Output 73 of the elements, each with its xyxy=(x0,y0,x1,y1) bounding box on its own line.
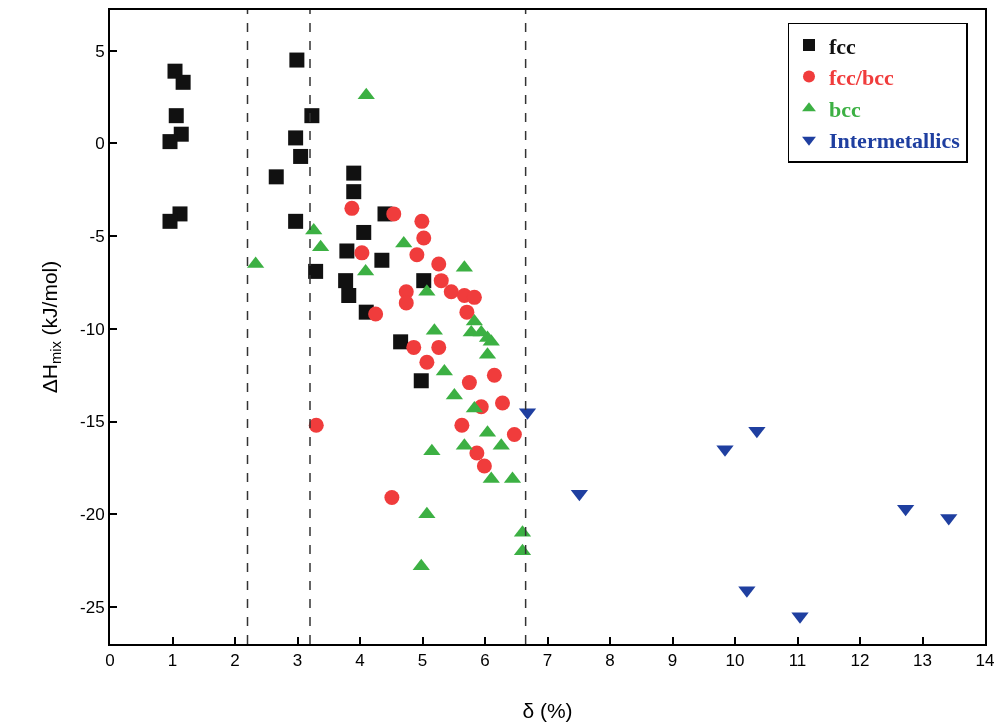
point xyxy=(416,230,432,246)
y-tick-label: 0 xyxy=(95,134,105,154)
point xyxy=(384,490,400,506)
point xyxy=(288,130,304,146)
x-tick-label: 7 xyxy=(542,651,553,671)
point xyxy=(308,417,324,433)
x-tick-label: 9 xyxy=(667,651,678,671)
x-tick-label: 14 xyxy=(975,651,995,671)
x-tick-label: 10 xyxy=(725,651,745,671)
x-tick-label: 12 xyxy=(850,651,870,671)
point xyxy=(341,287,357,303)
point xyxy=(413,373,429,389)
x-tick-label: 4 xyxy=(355,651,365,671)
point xyxy=(346,165,362,181)
point xyxy=(476,458,492,474)
legend-label: fcc xyxy=(829,33,857,59)
y-tick-label: 5 xyxy=(95,41,105,61)
point xyxy=(288,213,304,229)
point xyxy=(162,134,178,150)
point xyxy=(466,289,482,305)
point xyxy=(289,52,305,68)
point xyxy=(162,213,178,229)
point xyxy=(338,273,354,289)
y-tick-label: -5 xyxy=(89,227,105,247)
point xyxy=(344,200,360,216)
point xyxy=(431,256,447,272)
legend-label: bcc xyxy=(829,96,861,122)
point xyxy=(469,445,485,461)
point xyxy=(406,339,422,355)
point xyxy=(168,108,184,124)
point xyxy=(419,354,435,370)
point xyxy=(431,339,447,355)
y-tick-label: -15 xyxy=(80,412,105,432)
x-tick-label: 6 xyxy=(480,651,490,671)
point xyxy=(506,427,522,443)
point xyxy=(339,243,355,259)
point xyxy=(414,213,430,229)
point xyxy=(346,184,362,200)
point xyxy=(357,87,375,100)
point xyxy=(416,273,432,289)
point xyxy=(368,306,384,322)
point xyxy=(495,395,510,411)
y-tick-label: -20 xyxy=(80,505,105,525)
point xyxy=(354,245,370,261)
x-axis-title: δ (%) xyxy=(522,699,573,722)
point xyxy=(304,108,320,124)
point xyxy=(433,273,449,289)
x-tick-label: 3 xyxy=(292,651,303,671)
point xyxy=(443,284,459,300)
point xyxy=(486,367,502,383)
y-tick-label: -10 xyxy=(80,319,105,339)
point xyxy=(459,304,475,320)
point xyxy=(374,252,390,268)
x-tick-label: 2 xyxy=(230,651,240,671)
x-tick-label: 13 xyxy=(913,651,932,671)
point xyxy=(175,74,191,90)
point xyxy=(293,148,309,164)
legend-label: Intermetallics xyxy=(829,128,961,154)
point xyxy=(461,375,477,391)
point xyxy=(356,224,372,240)
x-tick-label: 1 xyxy=(167,651,178,671)
point xyxy=(393,334,409,350)
point xyxy=(386,206,402,222)
x-tick-label: 5 xyxy=(417,651,428,671)
point xyxy=(308,263,324,279)
x-tick-label: 8 xyxy=(605,651,615,671)
legend-label: fcc/bcc xyxy=(829,65,894,91)
point xyxy=(409,247,425,263)
point xyxy=(268,169,284,185)
x-tick-label: 11 xyxy=(788,651,807,671)
point xyxy=(398,295,414,311)
point xyxy=(454,417,470,433)
y-tick-label: -25 xyxy=(80,597,105,617)
